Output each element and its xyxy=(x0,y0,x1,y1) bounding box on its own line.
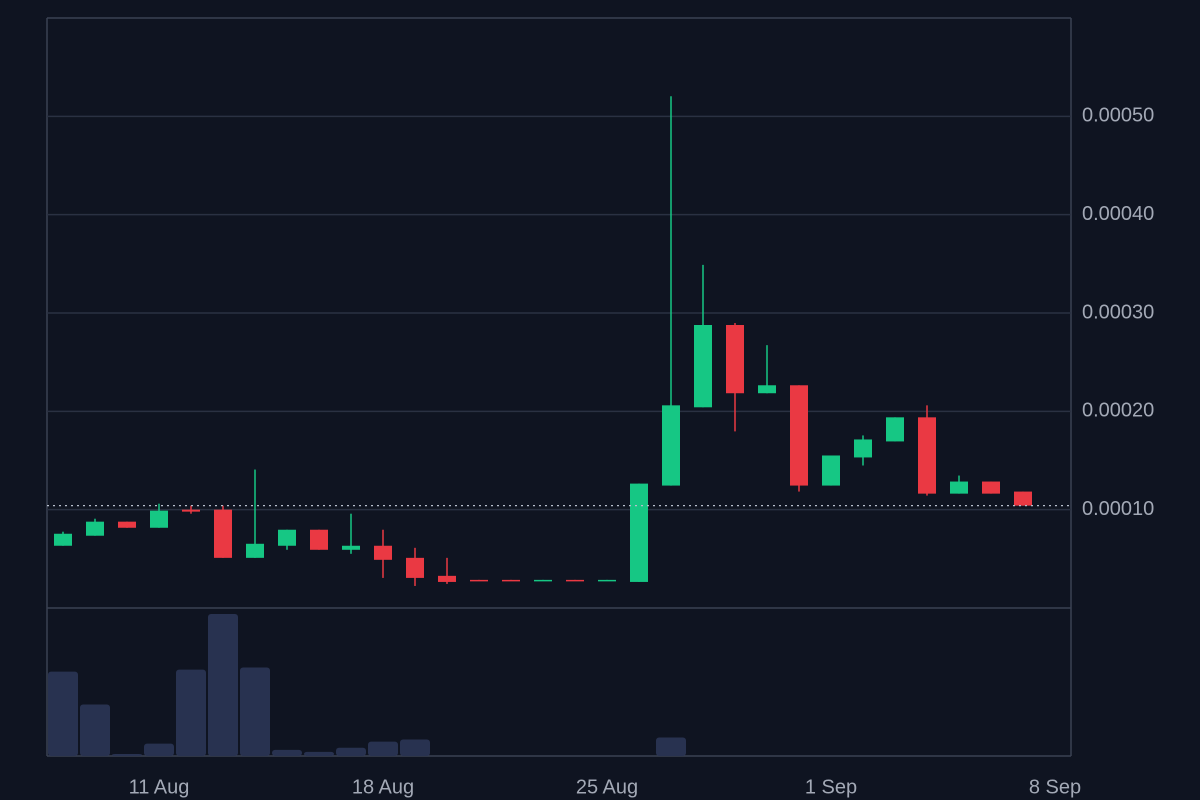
volume-bar xyxy=(368,741,398,756)
candle-body xyxy=(54,533,72,546)
candle-body xyxy=(534,579,552,582)
candle-body xyxy=(278,529,296,546)
candle-body xyxy=(214,509,232,558)
candle-body xyxy=(470,579,488,582)
candle-body xyxy=(566,579,584,582)
candle-body xyxy=(374,545,392,560)
candle-body xyxy=(86,521,104,536)
volume-bar xyxy=(304,751,334,756)
volume-bar xyxy=(272,749,302,756)
candle-body xyxy=(790,385,808,486)
volume-bar xyxy=(208,614,238,756)
x-tick-label: 18 Aug xyxy=(352,776,414,798)
x-tick-label: 1 Sep xyxy=(805,776,857,798)
candle-body xyxy=(118,521,136,528)
candle-body xyxy=(1014,491,1032,506)
volume-bar xyxy=(48,671,78,756)
y-tick-label: 0.00050 xyxy=(1082,105,1154,127)
candle-body xyxy=(662,405,680,486)
volume-bar xyxy=(336,747,366,756)
candle-body xyxy=(598,579,616,582)
y-tick-label: 0.00020 xyxy=(1082,400,1154,422)
candle-body xyxy=(438,575,456,582)
candle-body xyxy=(854,439,872,458)
y-tick-label: 0.00010 xyxy=(1082,498,1154,520)
volume-bar xyxy=(144,743,174,756)
candle-body xyxy=(150,510,168,528)
x-tick-label: 8 Sep xyxy=(1029,776,1081,798)
candle-body xyxy=(726,324,744,394)
x-tick-label: 11 Aug xyxy=(129,776,190,798)
volume-bar xyxy=(400,739,430,756)
volume-bar xyxy=(80,704,110,756)
candle-body xyxy=(342,545,360,550)
candle-body xyxy=(822,455,840,486)
volume-bar xyxy=(656,737,686,756)
candle-body xyxy=(246,543,264,558)
candle-body xyxy=(694,324,712,408)
candle-body xyxy=(758,385,776,394)
volume-bar xyxy=(176,669,206,756)
volume-bar xyxy=(240,667,270,756)
volume-bar xyxy=(112,753,142,756)
candle-body xyxy=(182,509,200,512)
candle-body xyxy=(886,417,904,442)
candle-body xyxy=(310,529,328,550)
candle-body xyxy=(406,557,424,578)
candle-body xyxy=(502,579,520,582)
candle-body xyxy=(630,483,648,582)
candle-body xyxy=(982,481,1000,494)
candle-body xyxy=(950,481,968,494)
y-tick-label: 0.00040 xyxy=(1082,203,1154,225)
x-tick-label: 25 Aug xyxy=(576,776,638,798)
y-tick-label: 0.00030 xyxy=(1082,301,1154,323)
candle-body xyxy=(918,417,936,494)
